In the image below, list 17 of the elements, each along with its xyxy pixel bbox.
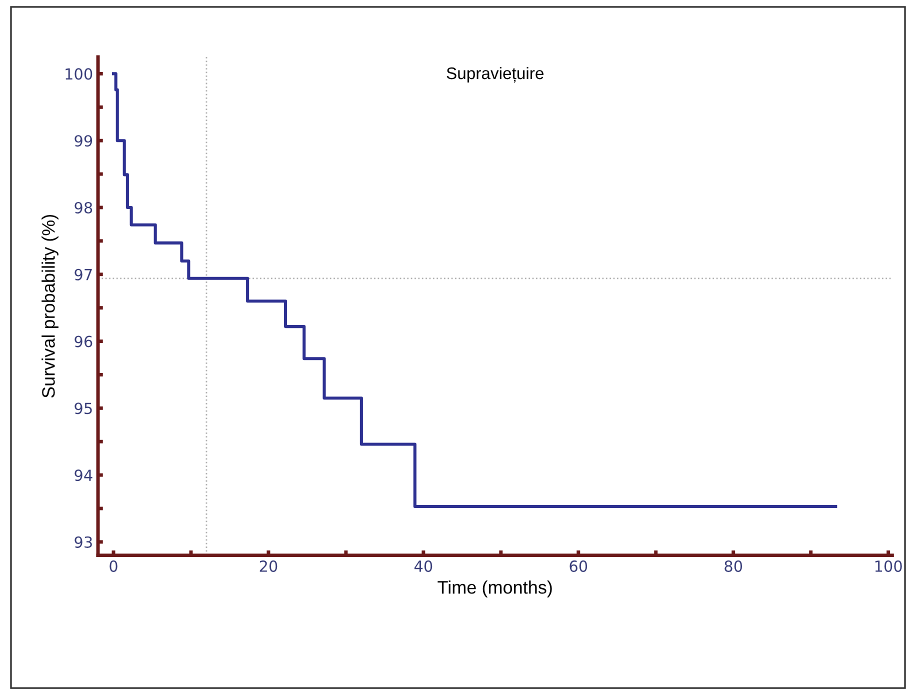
x-tick-label: 40 xyxy=(414,560,432,572)
y-tick-label: 99 xyxy=(74,135,92,147)
y-tick-label: 94 xyxy=(74,470,92,482)
y-tick-label: 97 xyxy=(74,268,92,280)
y-tick-label: 98 xyxy=(74,202,92,214)
y-tick-label: 93 xyxy=(74,536,92,548)
y-axis-title: Survival probability (%) xyxy=(42,214,58,398)
y-tick-label: 100 xyxy=(66,68,92,80)
x-tick-label: 0 xyxy=(110,560,118,572)
text: Supraviețuire xyxy=(446,66,544,83)
y-tick-label: 95 xyxy=(74,402,92,414)
y-tick-label: 96 xyxy=(74,336,92,348)
x-tick-label: 60 xyxy=(570,560,588,572)
x-tick-label: 20 xyxy=(260,560,278,572)
x-axis-title: Time (months) xyxy=(438,580,552,598)
x-tick-label: 100 xyxy=(875,560,902,572)
x-tick-label: 80 xyxy=(724,560,742,572)
